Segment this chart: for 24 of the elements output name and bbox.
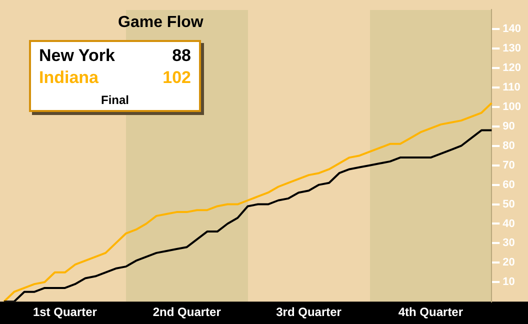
y-tick-label: 100 <box>502 100 522 113</box>
annotation: 88 <box>172 45 191 67</box>
y-tick-label: 110 <box>502 82 520 94</box>
x-tick-label: 3rd Quarter <box>276 305 342 320</box>
y-tick-label: 70 <box>502 159 515 172</box>
text: Indiana <box>39 67 99 89</box>
annotation: 102 <box>162 67 191 89</box>
chart-title: Game Flow <box>118 14 204 32</box>
text: New York <box>39 45 115 67</box>
y-tick-label: 40 <box>502 218 515 230</box>
y-tick-label: 90 <box>502 120 515 132</box>
x-tick-label: 4th Quarter <box>398 305 464 320</box>
y-tick-label: 120 <box>502 62 522 74</box>
x-tick-label: 2nd Quarter <box>152 305 222 320</box>
y-tick-label: 50 <box>502 198 515 210</box>
y-tick-label: 80 <box>502 140 515 152</box>
y-tick-label: 60 <box>502 178 515 191</box>
y-tick-label: 140 <box>502 23 522 36</box>
y-tick-label: 20 <box>502 256 515 269</box>
annotation: Final <box>100 93 130 107</box>
y-tick-label: 130 <box>502 42 522 55</box>
y-tick-label: 10 <box>502 276 515 288</box>
x-tick-label: 1st Quarter <box>32 305 98 320</box>
y-tick-label: 30 <box>502 237 515 250</box>
